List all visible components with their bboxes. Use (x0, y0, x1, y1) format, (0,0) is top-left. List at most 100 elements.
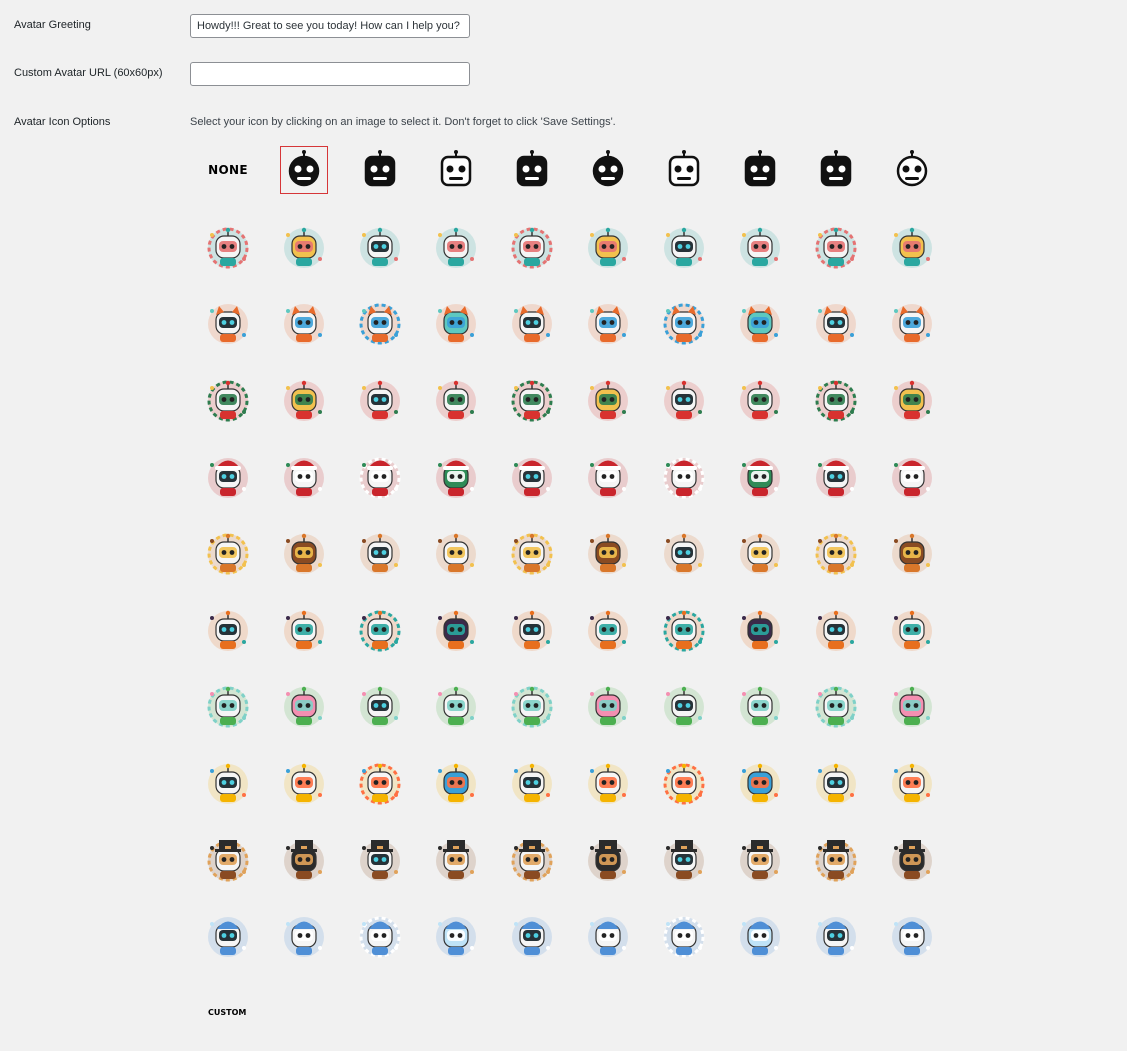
avatar-option-mixed-robot-6[interactable] (570, 209, 646, 286)
avatar-option-spring-3[interactable] (342, 668, 418, 745)
avatar-option-monochrome-robot-7[interactable] (646, 132, 722, 209)
avatar-option-monochrome-robot-2[interactable] (266, 132, 342, 209)
avatar-option-winter-3[interactable] (342, 898, 418, 975)
avatar-option-thanksgiving-4[interactable] (418, 821, 494, 898)
avatar-option-halloween-4[interactable] (418, 592, 494, 669)
avatar-option-mixed-robot-7[interactable] (646, 209, 722, 286)
avatar-option-spring-7[interactable] (646, 668, 722, 745)
avatar-option-christmas-7[interactable] (646, 438, 722, 515)
avatar-option-summer-2[interactable] (266, 745, 342, 822)
avatar-option-autumn-9[interactable] (798, 515, 874, 592)
avatar-option-spring-4[interactable] (418, 668, 494, 745)
avatar-option-cute-animal-robot-4[interactable] (418, 285, 494, 362)
avatar-option-winter-10[interactable] (874, 898, 950, 975)
avatar-option-halloween-3[interactable] (342, 592, 418, 669)
avatar-option-summer-6[interactable] (570, 745, 646, 822)
avatar-option-thanksgiving-10[interactable] (874, 821, 950, 898)
avatar-option-christmas-4[interactable] (418, 438, 494, 515)
avatar-option-halloween-9[interactable] (798, 592, 874, 669)
avatar-option-cute-animal-robot-9[interactable] (798, 285, 874, 362)
avatar-option-spring-10[interactable] (874, 668, 950, 745)
avatar-option-halloween-10[interactable] (874, 592, 950, 669)
avatar-option-thanksgiving-6[interactable] (570, 821, 646, 898)
avatar-option-monochrome-robot-8[interactable] (722, 132, 798, 209)
avatar-option-monochrome-robot-5[interactable] (494, 132, 570, 209)
custom-avatar-option[interactable]: CUSTOM (208, 1008, 247, 1017)
avatar-option-mixed-robot-2[interactable] (266, 209, 342, 286)
avatar-option-mixed-robot-4[interactable] (418, 209, 494, 286)
avatar-greeting-input[interactable] (190, 14, 470, 38)
avatar-option-spring-2[interactable] (266, 668, 342, 745)
avatar-option-thanksgiving-2[interactable] (266, 821, 342, 898)
avatar-option-summer-4[interactable] (418, 745, 494, 822)
avatar-option-monochrome-robot-3[interactable] (342, 132, 418, 209)
avatar-option-mixed-robot-3[interactable] (342, 209, 418, 286)
avatar-option-spring-5[interactable] (494, 668, 570, 745)
avatar-option-summer-5[interactable] (494, 745, 570, 822)
avatar-option-mixed-robot-1[interactable] (190, 209, 266, 286)
avatar-option-lunar-new-year-8[interactable] (722, 362, 798, 439)
avatar-option-halloween-5[interactable] (494, 592, 570, 669)
avatar-option-autumn-3[interactable] (342, 515, 418, 592)
avatar-option-christmas-10[interactable] (874, 438, 950, 515)
avatar-option-lunar-new-year-3[interactable] (342, 362, 418, 439)
avatar-option-thanksgiving-9[interactable] (798, 821, 874, 898)
avatar-option-autumn-5[interactable] (494, 515, 570, 592)
avatar-option-summer-3[interactable] (342, 745, 418, 822)
avatar-option-lunar-new-year-10[interactable] (874, 362, 950, 439)
avatar-option-lunar-new-year-6[interactable] (570, 362, 646, 439)
avatar-option-cute-animal-robot-6[interactable] (570, 285, 646, 362)
avatar-option-monochrome-robot-6[interactable] (570, 132, 646, 209)
custom-avatar-url-input[interactable] (190, 62, 470, 86)
avatar-option-cute-animal-robot-1[interactable] (190, 285, 266, 362)
avatar-option-spring-8[interactable] (722, 668, 798, 745)
avatar-option-halloween-1[interactable] (190, 592, 266, 669)
avatar-option-halloween-8[interactable] (722, 592, 798, 669)
avatar-option-summer-10[interactable] (874, 745, 950, 822)
avatar-option-thanksgiving-7[interactable] (646, 821, 722, 898)
avatar-option-thanksgiving-5[interactable] (494, 821, 570, 898)
avatar-option-christmas-6[interactable] (570, 438, 646, 515)
avatar-option-monochrome-robot-10[interactable] (874, 132, 950, 209)
avatar-option-cute-animal-robot-5[interactable] (494, 285, 570, 362)
avatar-option-autumn-8[interactable] (722, 515, 798, 592)
avatar-option-christmas-8[interactable] (722, 438, 798, 515)
avatar-option-summer-7[interactable] (646, 745, 722, 822)
avatar-option-mixed-robot-8[interactable] (722, 209, 798, 286)
avatar-option-mixed-robot-9[interactable] (798, 209, 874, 286)
avatar-option-none[interactable]: NONE (190, 132, 266, 209)
avatar-option-lunar-new-year-5[interactable] (494, 362, 570, 439)
avatar-option-spring-1[interactable] (190, 668, 266, 745)
avatar-option-spring-6[interactable] (570, 668, 646, 745)
avatar-option-winter-4[interactable] (418, 898, 494, 975)
avatar-option-mixed-robot-10[interactable] (874, 209, 950, 286)
avatar-option-autumn-10[interactable] (874, 515, 950, 592)
avatar-option-lunar-new-year-9[interactable] (798, 362, 874, 439)
avatar-option-summer-9[interactable] (798, 745, 874, 822)
avatar-option-winter-6[interactable] (570, 898, 646, 975)
avatar-option-winter-5[interactable] (494, 898, 570, 975)
avatar-option-christmas-2[interactable] (266, 438, 342, 515)
avatar-option-thanksgiving-8[interactable] (722, 821, 798, 898)
avatar-option-christmas-3[interactable] (342, 438, 418, 515)
avatar-option-halloween-6[interactable] (570, 592, 646, 669)
avatar-option-halloween-7[interactable] (646, 592, 722, 669)
avatar-option-cute-animal-robot-2[interactable] (266, 285, 342, 362)
avatar-option-autumn-7[interactable] (646, 515, 722, 592)
avatar-option-summer-8[interactable] (722, 745, 798, 822)
avatar-option-autumn-1[interactable] (190, 515, 266, 592)
avatar-option-summer-1[interactable] (190, 745, 266, 822)
avatar-option-winter-8[interactable] (722, 898, 798, 975)
avatar-option-monochrome-robot-9[interactable] (798, 132, 874, 209)
avatar-option-monochrome-robot-4[interactable] (418, 132, 494, 209)
avatar-option-lunar-new-year-1[interactable] (190, 362, 266, 439)
avatar-option-lunar-new-year-4[interactable] (418, 362, 494, 439)
avatar-option-winter-9[interactable] (798, 898, 874, 975)
avatar-option-halloween-2[interactable] (266, 592, 342, 669)
avatar-option-cute-animal-robot-8[interactable] (722, 285, 798, 362)
avatar-option-christmas-1[interactable] (190, 438, 266, 515)
avatar-option-spring-9[interactable] (798, 668, 874, 745)
avatar-option-christmas-9[interactable] (798, 438, 874, 515)
avatar-option-lunar-new-year-2[interactable] (266, 362, 342, 439)
avatar-option-autumn-6[interactable] (570, 515, 646, 592)
